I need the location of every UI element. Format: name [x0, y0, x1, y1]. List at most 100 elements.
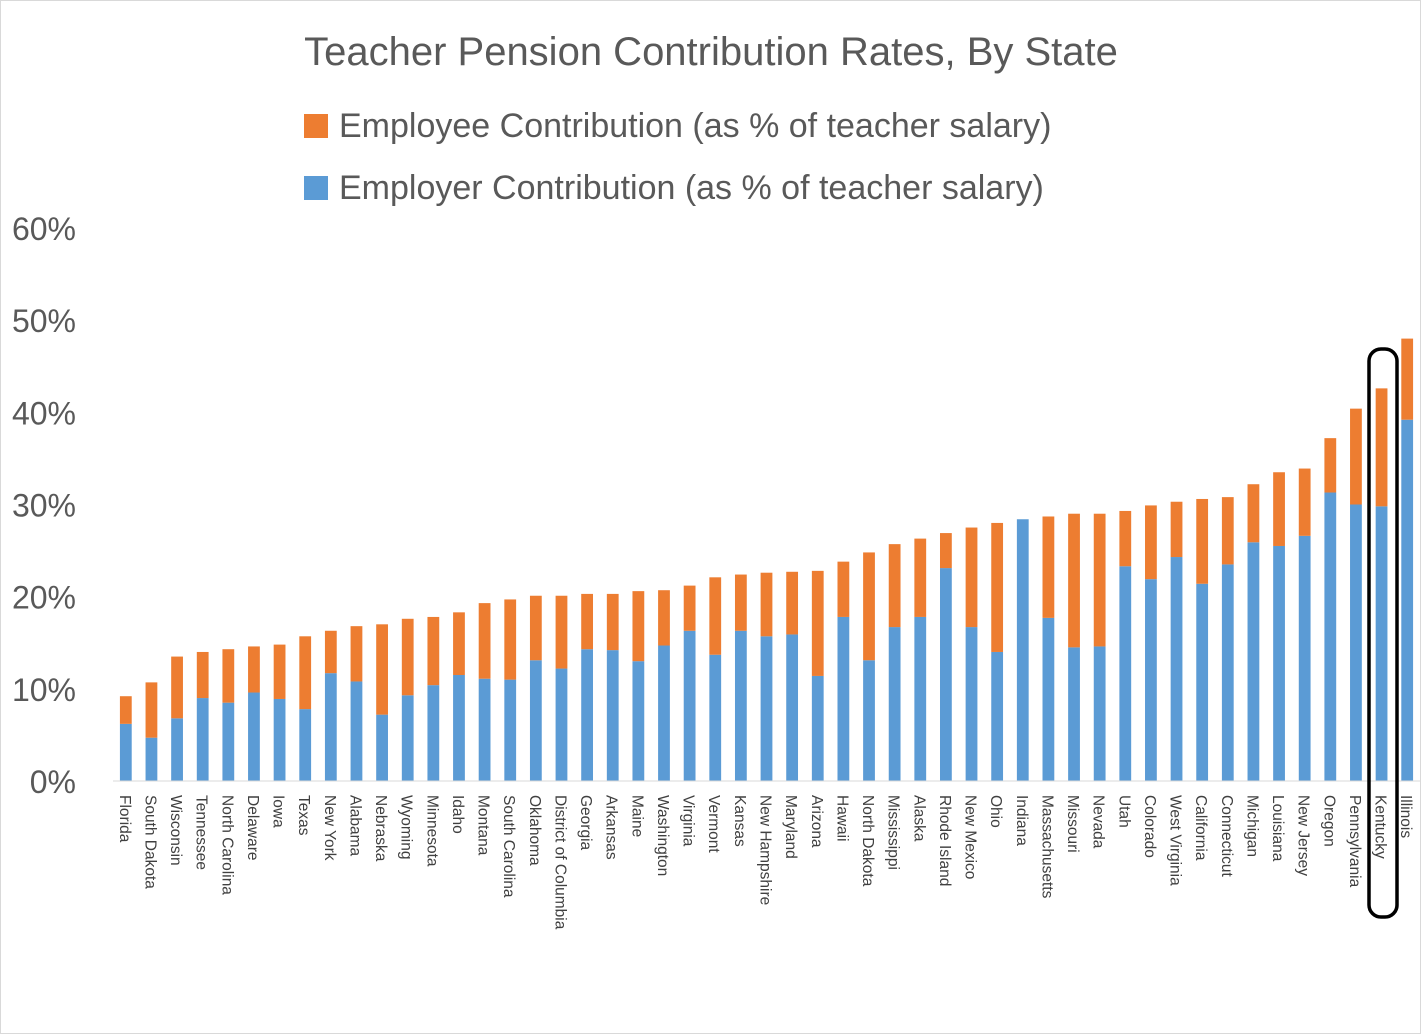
bar-employee [350, 626, 363, 682]
x-tick-label: West Virginia [1167, 795, 1184, 886]
bar-employer [991, 651, 1004, 781]
x-tick-label: Hawaii [833, 795, 850, 842]
bar-employer [196, 698, 209, 781]
bar-employee [1221, 497, 1234, 565]
bar-employee [760, 572, 773, 637]
bar-employer [171, 718, 183, 781]
bar-employer [273, 698, 286, 781]
legend-label-employee: Employee Contribution (as % of teacher s… [339, 107, 1051, 145]
bar-employer [376, 714, 388, 781]
bar-employee [1350, 408, 1362, 505]
bar-employee [1170, 501, 1183, 558]
bar-employer [632, 661, 645, 781]
bar-employee [606, 593, 619, 651]
bar-employer [786, 634, 799, 781]
bar-employer [1016, 519, 1029, 781]
bar-employee [709, 577, 722, 655]
legend-swatch-employee [304, 114, 328, 138]
bar-employee [171, 656, 183, 719]
bar-employer [555, 668, 568, 781]
x-tick-label: Rhode Island [936, 795, 953, 886]
x-tick-label: Nevada [1090, 795, 1107, 849]
bar-employer [427, 685, 440, 781]
bars [119, 338, 1414, 781]
bar-employee [273, 644, 286, 699]
x-tick-label: New Jersey [1295, 795, 1312, 876]
bar-employer [1170, 557, 1183, 781]
bar-employee [196, 651, 209, 699]
bar-employee [555, 595, 568, 669]
bar-employee [1196, 498, 1209, 584]
bar-employee [401, 618, 414, 696]
x-tick-label: Michigan [1243, 795, 1260, 857]
x-tick-label: Colorado [1141, 795, 1158, 858]
bar-employee [1145, 505, 1157, 580]
bar-employer [350, 681, 363, 781]
bar-employer [1247, 542, 1260, 781]
bar-employee [1119, 510, 1132, 567]
bar-employee [119, 696, 132, 724]
bar-employer [145, 737, 158, 781]
bar-employer [299, 709, 312, 781]
x-tick-label: Delaware [244, 795, 261, 860]
bar-employer [1401, 419, 1414, 781]
bar-employer [1375, 506, 1388, 781]
x-tick-label: Vermont [705, 795, 722, 853]
bar-employer [1093, 646, 1106, 781]
x-tick-label: Mississippi [885, 795, 902, 870]
bar-employer [734, 630, 747, 781]
bar-employee [478, 603, 491, 679]
bar-employee [145, 682, 158, 738]
bar-employer [1350, 504, 1362, 781]
x-tick-label: Utah [1115, 795, 1132, 828]
legend-swatch-employer [304, 176, 328, 200]
x-tick-label: Connecticut [1218, 795, 1235, 878]
bar-employee [427, 616, 440, 686]
bar-employee [324, 630, 337, 674]
bar-employer [1324, 492, 1337, 781]
x-tick-label: Washington [654, 795, 671, 876]
x-tick-label: Georgia [577, 795, 594, 851]
bar-employee [632, 591, 645, 662]
bar-employee [1093, 513, 1106, 647]
bar-employer [1196, 583, 1209, 781]
bar-employer [119, 723, 132, 781]
x-tick-label: Indiana [1013, 795, 1030, 846]
x-tick-label: Alabama [346, 795, 363, 857]
y-tick-label: 30% [12, 488, 76, 524]
y-tick-label: 0% [30, 764, 76, 800]
x-tick-label: Texas [295, 795, 312, 836]
bar-employee [1273, 472, 1285, 546]
x-tick-label: Maine [628, 795, 645, 837]
x-tick-label: New Mexico [962, 795, 979, 879]
kentucky-highlight-box [1367, 347, 1399, 919]
x-tick-label: Massachusetts [1038, 795, 1055, 899]
bar-employer [888, 627, 901, 781]
bar-employee [299, 636, 312, 710]
y-axis: 0% 10% 20% 30% 40% 50% 60% [12, 211, 76, 800]
bar-employer [401, 695, 414, 781]
bar-employer [478, 678, 491, 781]
bar-employee [734, 574, 747, 631]
bar-employer [581, 649, 594, 781]
bar-employer [683, 630, 696, 781]
bar-employee [1247, 484, 1260, 543]
x-tick-label: Missouri [1064, 795, 1081, 853]
bar-employer [606, 650, 619, 781]
bar-employer [504, 679, 517, 781]
x-axis: Florida South Dakota Wisconsin Tennessee Nor… [116, 795, 1414, 930]
bar-employer [837, 616, 850, 781]
bar-employer [914, 616, 927, 781]
bar-employee [683, 585, 696, 631]
y-tick-label: 20% [12, 580, 76, 616]
chart-title: Teacher Pension Contribution Rates, By S… [304, 30, 1118, 74]
bar-employer [222, 702, 235, 781]
bar-employee [658, 590, 670, 646]
bar-employee [1298, 468, 1311, 536]
x-tick-label: Alaska [910, 795, 927, 842]
bar-employee [1324, 438, 1337, 493]
x-tick-label: Wyoming [398, 795, 415, 859]
bar-employee [1068, 513, 1080, 648]
bar-employer [709, 654, 722, 781]
x-tick-label: Oregon [1320, 795, 1337, 847]
